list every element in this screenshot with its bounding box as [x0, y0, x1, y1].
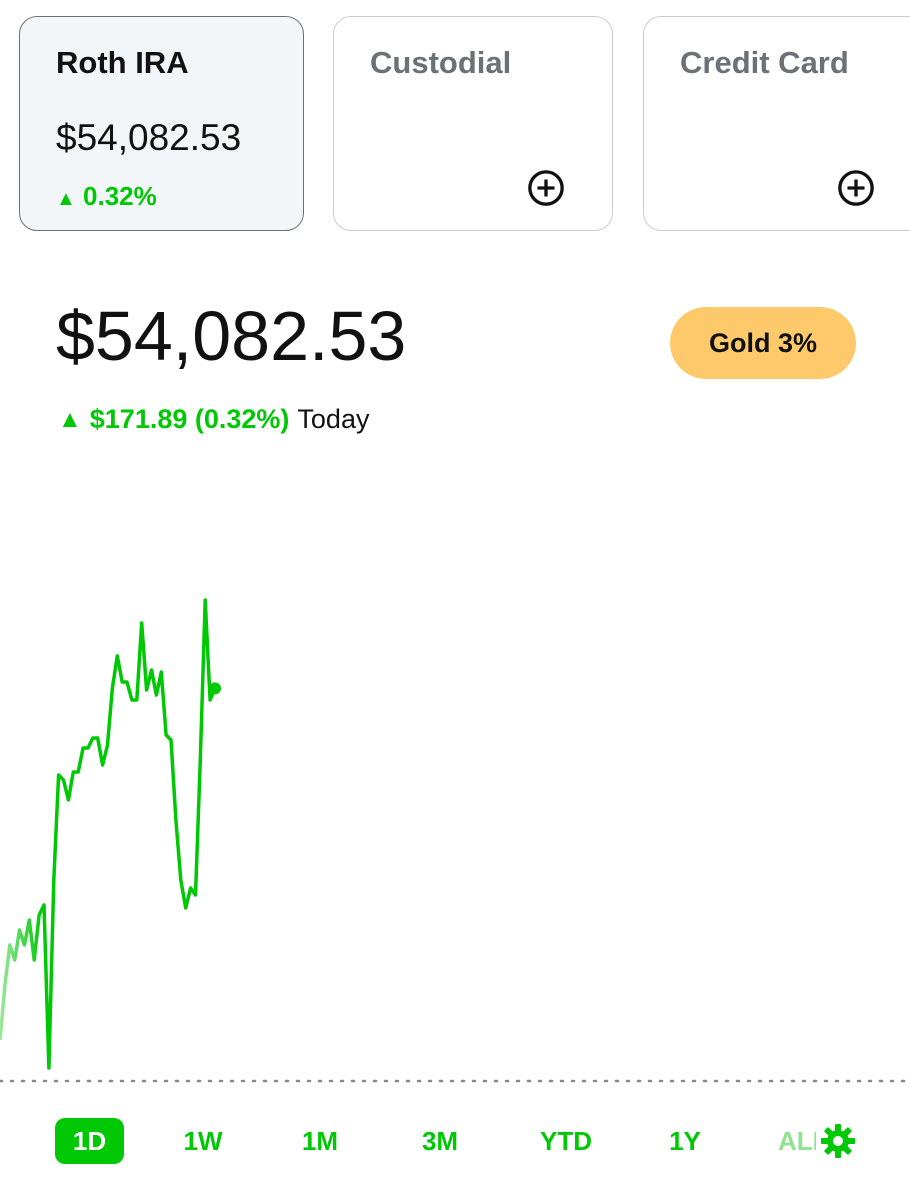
- price-line: [0, 598, 217, 1070]
- account-change: ▲ 0.32%: [56, 181, 157, 211]
- account-card[interactable]: Credit Card: [643, 16, 910, 231]
- range-tab[interactable]: 1Y: [669, 1125, 701, 1156]
- portfolio-value: $54,082.53: [56, 297, 407, 375]
- gold-badge[interactable]: Gold 3%: [670, 307, 856, 379]
- range-tab[interactable]: ALL: [778, 1125, 816, 1156]
- range-tab[interactable]: 1W: [183, 1125, 223, 1156]
- settings-icon[interactable]: [820, 1123, 856, 1159]
- range-tab[interactable]: 1M: [301, 1125, 339, 1156]
- change-period: Today: [297, 404, 370, 434]
- account-card[interactable]: Roth IRA $54,082.53 ▲ 0.32%: [19, 16, 304, 231]
- current-point: [209, 682, 221, 695]
- account-name: Custodial: [370, 45, 512, 80]
- change-amount: $171.89 (0.32%): [89, 404, 290, 434]
- range-tab[interactable]: YTD: [540, 1125, 592, 1156]
- account-change-text: 0.32%: [83, 181, 157, 211]
- add-icon[interactable]: [527, 169, 565, 207]
- range-tab[interactable]: 1D: [55, 1118, 124, 1164]
- range-tab[interactable]: 3M: [421, 1125, 459, 1156]
- account-card[interactable]: Custodial: [333, 16, 613, 231]
- range-tabs: 1D 1W 1M 3M YTD 1Y ALL: [0, 1118, 910, 1166]
- account-value: $54,082.53: [56, 117, 242, 158]
- chart: [0, 598, 910, 1083]
- add-icon[interactable]: [837, 169, 875, 207]
- account-name: Credit Card: [680, 45, 849, 80]
- account-name: Roth IRA: [56, 45, 189, 80]
- portfolio-change: ▲ $171.89 (0.32%) Today: [58, 404, 370, 434]
